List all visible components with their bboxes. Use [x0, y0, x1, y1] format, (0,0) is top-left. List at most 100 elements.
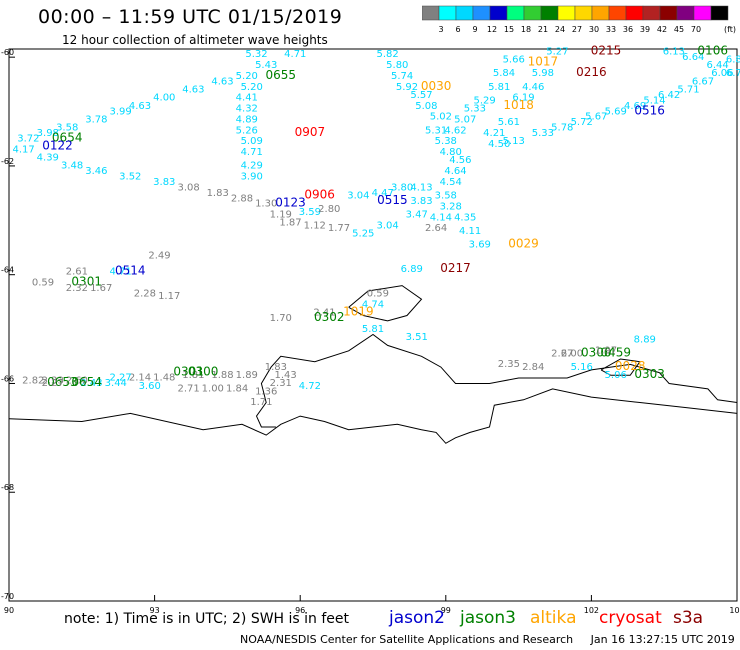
wave-height-label: 6.64 [682, 52, 704, 63]
wave-height-label: 1.83 [265, 362, 287, 373]
wave-height-label: 3.90 [241, 172, 263, 183]
wave-height-label: 3.83 [410, 196, 432, 207]
y-tick-label: -66 [1, 374, 14, 383]
pass-time-label: 0906 [304, 188, 335, 202]
colorbar-tick-label: 15 [504, 25, 514, 34]
wave-height-label: 5.25 [352, 229, 374, 240]
wave-height-label: 3.59 [299, 207, 321, 218]
wave-height-label: 4.50 [488, 139, 510, 150]
colorbar-tick-label: 3 [438, 25, 443, 34]
wave-height-label: 3.58 [435, 191, 457, 202]
wave-height-label: 1.70 [270, 313, 292, 324]
wave-height-label: 4.62 [444, 125, 466, 136]
wave-height-label: 3.78 [85, 114, 107, 125]
pass-time-label: 0653 [47, 375, 78, 389]
wave-height-label: 2.61 [66, 267, 88, 278]
timestamp-text: Jan 16 13:27:15 UTC 2019 [590, 633, 735, 646]
wave-height-label: 6.42 [658, 90, 680, 101]
y-tick-label: -64 [1, 266, 14, 275]
wave-height-label: 3.60 [139, 381, 161, 392]
wave-height-label: 1.89 [236, 370, 258, 381]
wave-height-label: 4.56 [449, 155, 471, 166]
pass-time-label: 1018 [503, 98, 534, 112]
wave-height-label: 4.69 [624, 101, 646, 112]
wave-height-label: 1.83 [207, 188, 229, 199]
wave-height-label: 5.82 [376, 49, 398, 60]
x-tick-label: 93 [150, 606, 160, 615]
wave-height-label: 5.33 [464, 104, 486, 115]
map-subtitle: 12 hour collection of altimeter wave hei… [62, 33, 328, 47]
wave-height-label: 1.19 [270, 210, 292, 221]
colorbar-tick-label: 24 [555, 25, 565, 34]
wave-height-label: 5.26 [236, 125, 258, 136]
wave-height-label: 4.29 [241, 161, 263, 172]
y-tick-label: -70 [1, 592, 14, 601]
pass-time-label: 0301 [173, 364, 204, 378]
colorbar-tick-label: 70 [691, 25, 701, 34]
wave-height-label: 5.06 [605, 370, 627, 381]
wave-height-label: 2.82 [22, 376, 44, 387]
wave-height-label: 5.38 [435, 136, 457, 147]
wave-height-label: 5.09 [241, 136, 263, 147]
wave-height-label: 1.84 [226, 384, 248, 395]
colorbar-tick-label: 42 [657, 25, 667, 34]
colorbar-tick-label: 36 [623, 25, 633, 34]
pass-time-label: 0122 [42, 139, 73, 153]
pass-time-label: 0217 [440, 261, 471, 275]
x-tick-label: 90 [4, 606, 14, 615]
wave-height-label: 6.89 [726, 55, 740, 66]
wave-height-label: 3.46 [85, 166, 107, 177]
wave-height-label: 6.06 [711, 68, 733, 79]
wave-height-label: 6.19 [512, 93, 534, 104]
pass-time-label: 0029 [508, 237, 539, 251]
pass-time-label: 0216 [576, 65, 607, 79]
wave-height-label: 5.92 [396, 82, 418, 93]
wave-height-label: 5.14 [643, 95, 665, 106]
pass-time-label: 0030 [421, 79, 452, 93]
x-tick-label: 99 [441, 606, 451, 615]
colorbar-tick-label: 45 [674, 25, 684, 34]
wave-height-label: 5.74 [391, 71, 413, 82]
pass-time-label: 0654 [71, 375, 102, 389]
color-scale-bar: 3 6 9 12 15 18 21 24 27 30 33 36 39 42 45 70 (ft) [422, 5, 736, 34]
map-title: 00:00 – 11:59 UTC 01/15/2019 [38, 6, 343, 28]
wave-height-label: 4.00 [153, 93, 175, 104]
colorbar-tick-label: 9 [472, 25, 477, 34]
wave-height-label: 4.64 [444, 166, 466, 177]
colorbar-tick-label: 39 [640, 25, 650, 34]
wave-height-label: 5.69 [605, 106, 627, 117]
wave-height-label: 5.81 [488, 82, 510, 93]
wave-height-label: 6.73 [726, 68, 740, 79]
wave-height-label: 1.12 [304, 221, 326, 232]
legend-jason3: jason3 [460, 608, 516, 628]
wave-height-label: 4.72 [299, 381, 321, 392]
wave-height-label: 6.44 [706, 60, 728, 71]
pass-time-label: 0303 [634, 367, 665, 381]
wave-height-label: 2.64 [425, 223, 447, 234]
wave-height-label: 2.32 [66, 283, 88, 294]
wave-height-label: 5.80 [386, 60, 408, 71]
wave-height-label: 4.74 [362, 299, 384, 310]
wave-height-label: 0.59 [367, 288, 389, 299]
colorbar-tick-label: 30 [589, 25, 599, 34]
wave-height-label: 3.04 [376, 221, 398, 232]
wave-height-label: 4.47 [372, 188, 394, 199]
wave-height-label: 4.71 [284, 49, 306, 60]
wave-height-label: 2.71 [177, 384, 199, 395]
pass-time-label: 0514 [115, 264, 146, 278]
wave-height-label: 5.16 [571, 362, 593, 373]
wave-height-label: 2.31 [270, 378, 292, 389]
legend-jason2: jason2 [389, 608, 445, 628]
wave-height-label: 5.57 [410, 90, 432, 101]
wave-height-label: 3.48 [61, 161, 83, 172]
coastline-mainland-south [8, 388, 738, 444]
colorbar-tick-label: 21 [538, 25, 548, 34]
wave-height-label: 1.36 [255, 386, 277, 397]
coastline-layer [8, 285, 738, 444]
wave-height-label: 4.54 [440, 177, 462, 188]
wave-height-label: 4.13 [410, 182, 432, 193]
wave-height-label: 5.81 [362, 324, 384, 335]
wave-height-label: 3.04 [347, 191, 369, 202]
wave-height-label: 3.99 [109, 106, 131, 117]
